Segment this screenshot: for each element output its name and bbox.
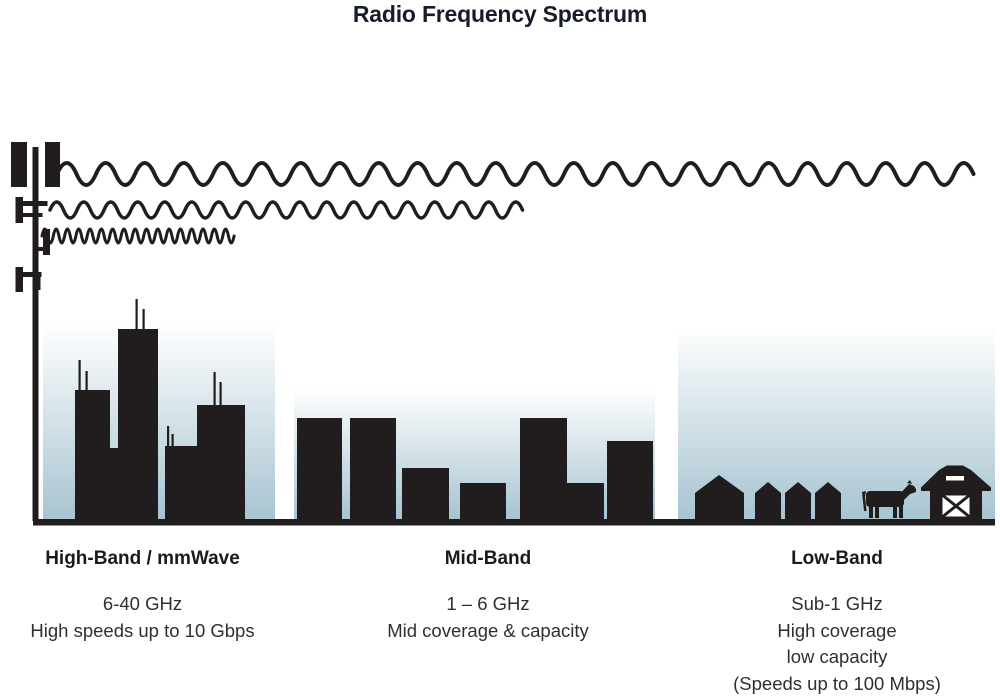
highband-description: 6-40 GHz High speeds up to 10 Gbps bbox=[20, 591, 265, 644]
high-band-wave-short-wavelength bbox=[40, 227, 236, 245]
rural-scene-lowband-icon bbox=[695, 465, 991, 520]
ground-line bbox=[33, 519, 995, 526]
large-house-icon bbox=[695, 475, 744, 519]
barn-icon bbox=[921, 465, 991, 520]
highband-heading: High-Band / mmWave bbox=[45, 548, 240, 569]
highband-speed: High speeds up to 10 Gbps bbox=[30, 619, 255, 641]
rooftop-antenna-masts bbox=[78, 299, 222, 447]
midband-frequency: 1 – 6 GHz bbox=[446, 593, 530, 614]
lowband-speed: (Speeds up to 100 Mbps) bbox=[733, 672, 941, 694]
cow-icon bbox=[862, 480, 916, 518]
highband-label-group: High-Band / mmWave bbox=[20, 548, 265, 570]
low-band-wave-long-wavelength bbox=[55, 161, 976, 187]
lowband-label-group: Low-Band bbox=[699, 548, 975, 570]
small-house-icon bbox=[815, 482, 841, 519]
lowband-coverage: High coverage bbox=[777, 619, 897, 641]
radio-waves bbox=[40, 161, 976, 245]
cell-tower-icon bbox=[11, 142, 60, 521]
small-house-icon bbox=[785, 482, 811, 519]
barn-window-slit bbox=[946, 476, 964, 481]
midband-heading: Mid-Band bbox=[444, 548, 532, 569]
small-house-icon bbox=[755, 482, 781, 519]
mid-band-wave-medium-wavelength bbox=[48, 200, 525, 220]
lowband-description: Sub-1 GHz High coverage low capacity (Sp… bbox=[699, 591, 975, 697]
city-skyline-highband-icon bbox=[75, 299, 245, 519]
lowband-heading: Low-Band bbox=[791, 548, 883, 569]
midband-description: 1 – 6 GHz Mid coverage & capacity bbox=[370, 591, 606, 644]
highband-frequency: 6-40 GHz bbox=[102, 593, 183, 614]
barn-door bbox=[939, 492, 973, 520]
midband-coverage: Mid coverage & capacity bbox=[387, 619, 589, 641]
lowband-frequency: Sub-1 GHz bbox=[791, 593, 883, 614]
page-title: Radio Frequency Spectrum bbox=[352, 1, 648, 27]
midband-label-group: Mid-Band bbox=[370, 548, 606, 570]
lowband-capacity: low capacity bbox=[786, 646, 888, 667]
town-skyline-midband-icon bbox=[297, 418, 653, 519]
